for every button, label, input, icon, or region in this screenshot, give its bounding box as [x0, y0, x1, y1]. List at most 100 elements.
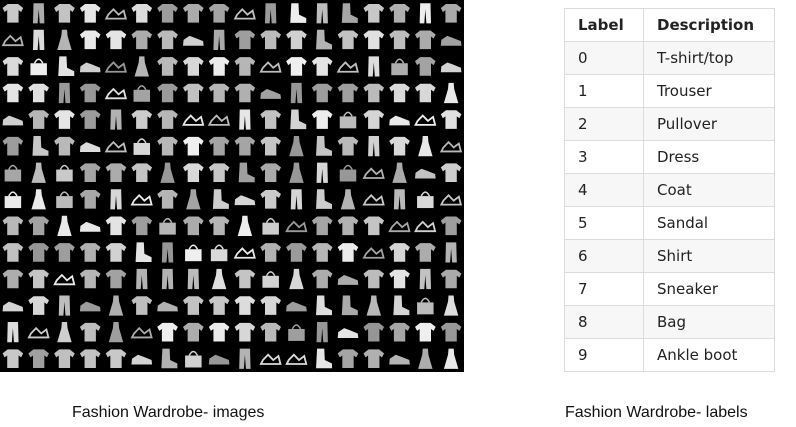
description-cell: Pullover	[643, 107, 775, 141]
shirt-thumbnail	[363, 349, 385, 369]
bag-thumbnail	[159, 217, 176, 235]
shirt-thumbnail	[440, 110, 462, 129]
header-description: Description	[643, 8, 775, 42]
tshirt-thumbnail	[79, 243, 101, 262]
boot-thumbnail	[290, 109, 307, 130]
sandal-thumbnail	[362, 247, 385, 259]
coat-thumbnail	[131, 163, 153, 183]
bag-thumbnail	[185, 244, 202, 262]
boot-thumbnail	[58, 56, 75, 76]
sandal-thumbnail	[259, 353, 282, 365]
sandal-thumbnail	[362, 194, 385, 206]
shirt-thumbnail	[363, 322, 385, 342]
dress-thumbnail	[108, 295, 124, 316]
dress-thumbnail	[340, 189, 356, 210]
shirt-thumbnail	[286, 243, 307, 262]
sandal-thumbnail	[362, 167, 385, 179]
trouser-thumbnail	[368, 136, 380, 157]
tshirt-thumbnail	[183, 296, 204, 315]
fashion-images-grid	[0, 0, 464, 372]
boot-thumbnail	[32, 136, 49, 156]
pullover-thumbnail	[28, 83, 49, 103]
sneaker-thumbnail	[389, 354, 410, 365]
description-cell: Shirt	[643, 239, 775, 273]
table-row: 7 Sneaker	[564, 272, 775, 306]
shirt-thumbnail	[2, 83, 24, 103]
pullover-thumbnail	[440, 163, 462, 183]
coat-thumbnail	[415, 83, 436, 103]
pullover-thumbnail	[28, 110, 49, 129]
boot-thumbnail	[135, 242, 152, 262]
tshirt-thumbnail	[79, 163, 101, 183]
pullover-thumbnail	[2, 349, 24, 369]
dress-thumbnail	[289, 136, 304, 157]
shirt-thumbnail	[260, 110, 281, 129]
pullover-thumbnail	[208, 57, 230, 76]
coat-thumbnail	[311, 57, 333, 76]
coat-thumbnail	[337, 30, 359, 50]
trouser-thumbnail	[445, 242, 457, 263]
labels-table: Label Description 0 T-shirt/top 1 Trouse…	[564, 8, 775, 372]
pullover-thumbnail	[337, 243, 359, 262]
table-row: 6 Shirt	[564, 239, 775, 273]
boot-thumbnail	[316, 136, 333, 156]
coat-thumbnail	[389, 30, 410, 50]
sneaker-thumbnail	[234, 195, 256, 206]
tshirt-thumbnail	[79, 189, 101, 209]
bag-thumbnail	[262, 217, 279, 235]
bag-thumbnail	[391, 58, 408, 76]
shirt-thumbnail	[54, 136, 75, 156]
coat-thumbnail	[208, 296, 230, 315]
trouser-thumbnail	[32, 29, 45, 50]
coat-thumbnail	[260, 163, 281, 183]
sandal-thumbnail	[130, 326, 153, 339]
trouser-thumbnail	[32, 3, 45, 24]
tshirt-thumbnail	[157, 136, 178, 156]
sandal-thumbnail	[233, 8, 256, 20]
coat-thumbnail	[311, 269, 333, 289]
pullover-thumbnail	[389, 136, 410, 156]
bag-thumbnail	[133, 85, 151, 102]
sandal-thumbnail	[336, 61, 359, 73]
dress-thumbnail	[237, 215, 253, 236]
trouser-thumbnail	[187, 268, 199, 290]
trouser-thumbnail	[58, 295, 71, 316]
sandal-thumbnail	[414, 220, 437, 233]
label-cell: 5	[564, 206, 644, 240]
coat-thumbnail	[157, 83, 178, 103]
pullover-thumbnail	[2, 57, 24, 76]
tshirt-thumbnail	[260, 243, 281, 262]
shirt-thumbnail	[183, 322, 204, 342]
sandal-thumbnail	[1, 34, 24, 47]
tshirt-thumbnail	[389, 322, 410, 342]
bag-thumbnail	[288, 324, 305, 341]
boot-thumbnail	[316, 295, 333, 316]
coat-thumbnail	[105, 243, 127, 262]
pullover-thumbnail	[183, 216, 204, 236]
bag-thumbnail	[30, 58, 47, 76]
sandal-thumbnail	[285, 353, 308, 365]
tshirt-thumbnail	[79, 349, 101, 369]
label-cell: 1	[564, 74, 644, 108]
sneaker-thumbnail	[260, 89, 281, 99]
sneaker-thumbnail	[79, 142, 101, 152]
coat-thumbnail	[131, 216, 153, 236]
pullover-thumbnail	[157, 57, 178, 76]
header-label: Label	[564, 8, 644, 42]
trouser-thumbnail	[290, 189, 303, 210]
shirt-thumbnail	[311, 83, 333, 103]
label-cell: 9	[564, 338, 644, 372]
dress-thumbnail	[57, 215, 72, 236]
coat-thumbnail	[440, 3, 462, 23]
pullover-thumbnail	[415, 30, 436, 50]
pullover-thumbnail	[337, 349, 359, 369]
dress-thumbnail	[57, 322, 72, 343]
shirt-thumbnail	[28, 349, 49, 369]
coat-thumbnail	[2, 3, 24, 23]
trouser-thumbnail	[239, 348, 251, 369]
boot-thumbnail	[341, 295, 358, 316]
sandal-thumbnail	[104, 8, 127, 20]
coat-thumbnail	[183, 3, 204, 23]
tshirt-thumbnail	[157, 322, 178, 342]
tshirt-thumbnail	[131, 110, 153, 129]
